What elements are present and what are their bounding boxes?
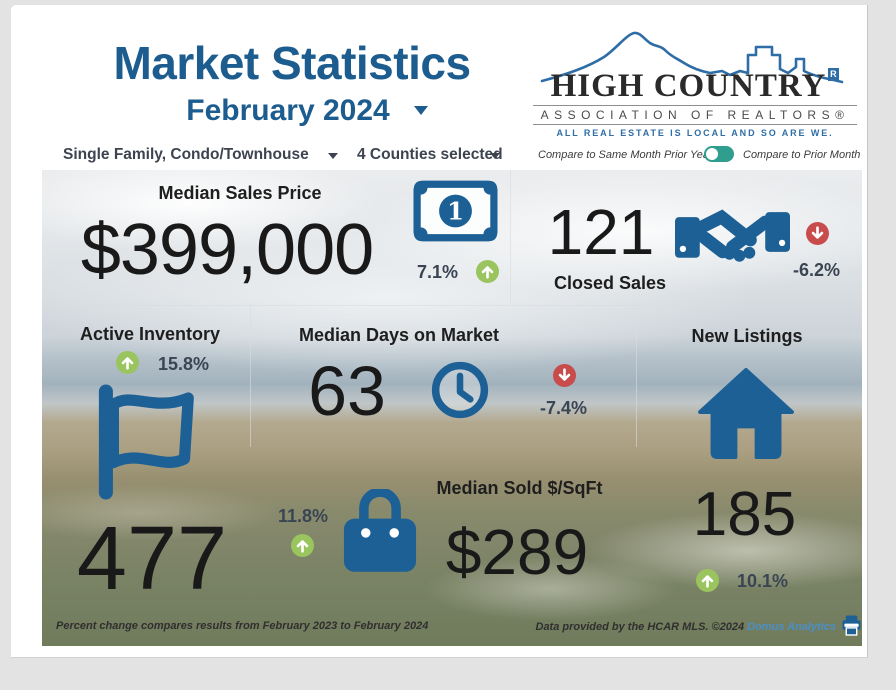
new-listings-pct: 10.1%	[737, 571, 789, 591]
up-arrow-icon	[696, 569, 719, 592]
logo-subtitle: ASSOCIATION OF REALTORS®	[533, 105, 857, 125]
footer-note: Percent change compares results from Feb…	[56, 620, 429, 632]
house-icon	[698, 367, 794, 459]
compare-prior-month-label: Compare to Prior Month	[743, 149, 861, 161]
realtor-r-icon: R	[828, 68, 840, 81]
down-arrow-icon	[553, 364, 576, 387]
bag-icon	[343, 489, 417, 572]
counties-caret-icon[interactable]	[490, 153, 500, 159]
property-type-filter[interactable]: Single Family, Condo/Townhouse	[63, 146, 309, 163]
stats-panel: Median Sales Price $399,000 1 7.1% 121 C…	[42, 170, 862, 646]
active-inventory-value: 477	[76, 509, 228, 609]
down-arrow-icon	[806, 222, 829, 245]
median-sales-price-pct: 7.1%	[417, 262, 459, 282]
closed-sales-value: 121	[547, 196, 655, 268]
median-sales-price-value: $399,000	[80, 210, 374, 290]
counties-filter[interactable]: 4 Counties selected	[357, 146, 503, 163]
compare-toggle[interactable]	[704, 146, 734, 162]
active-inventory-label: Active Inventory	[79, 324, 221, 344]
up-arrow-icon	[116, 351, 139, 374]
hcar-logo: HIGH COUNTRY R ASSOCIATION OF REALTORS® A…	[533, 24, 857, 138]
vertical-divider-1	[510, 170, 511, 305]
median-days-value: 63	[308, 352, 386, 430]
property-type-caret-icon[interactable]	[328, 153, 338, 159]
median-days-pct: -7.4%	[540, 398, 588, 418]
up-arrow-icon	[476, 260, 499, 283]
footer-credit: Data provided by the HCAR MLS. ©2024 Dom…	[535, 621, 837, 633]
logo-name: HIGH COUNTRY R	[550, 68, 840, 104]
closed-sales-label: Closed Sales	[553, 273, 667, 293]
month-dropdown-caret-icon[interactable]	[414, 106, 428, 115]
new-listings-label: New Listings	[691, 326, 803, 346]
closed-sales-pct: -6.2%	[793, 260, 841, 280]
up-arrow-icon	[291, 534, 314, 557]
vertical-divider-3	[636, 305, 637, 447]
toggle-knob[interactable]	[706, 148, 718, 160]
new-listings-value: 185	[692, 480, 797, 549]
flag-icon	[98, 384, 194, 500]
money-icon: 1	[413, 180, 498, 242]
active-inventory-pct: 15.8%	[158, 354, 210, 374]
median-sales-price-label: Median Sales Price	[158, 183, 322, 203]
median-days-label: Median Days on Market	[298, 325, 500, 345]
mountain-logo-icon	[540, 31, 844, 84]
horizontal-divider	[42, 305, 862, 306]
svg-text:1: 1	[447, 197, 464, 226]
clock-icon	[431, 361, 489, 419]
month-selector[interactable]: February 2024	[186, 94, 390, 127]
median-sqft-label: Median Sold $/SqFt	[436, 478, 603, 498]
page-title: Market Statistics	[113, 37, 471, 89]
median-sqft-pct: 11.8%	[278, 506, 329, 526]
printer-icon[interactable]	[842, 615, 861, 636]
domus-analytics-link[interactable]: Domus Analytics	[747, 621, 836, 633]
handshake-icon	[675, 209, 790, 262]
logo-tagline: ALL REAL ESTATE IS LOCAL AND SO ARE WE.	[556, 128, 834, 138]
vertical-divider-2	[250, 305, 251, 447]
compare-prior-year-label: Compare to Same Month Prior Year	[538, 149, 713, 161]
median-sqft-value: $289	[445, 516, 589, 588]
